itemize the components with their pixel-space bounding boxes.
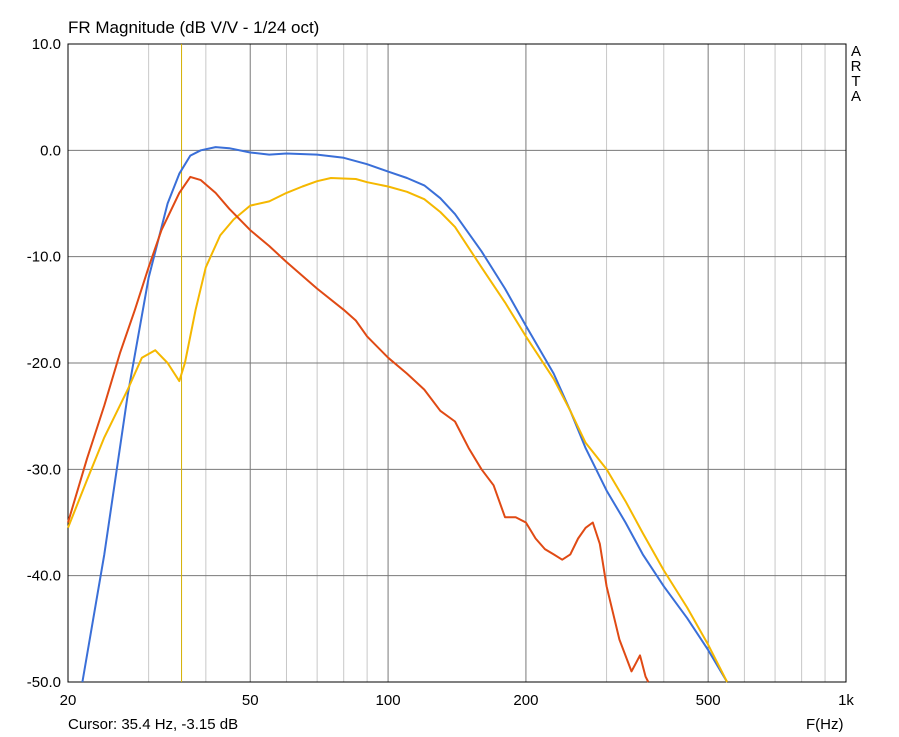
y-tick-label: -50.0 — [27, 674, 61, 691]
x-axis-unit-label: F(Hz) — [806, 716, 844, 733]
y-tick-label: -20.0 — [27, 355, 61, 372]
brand-letter: A — [850, 43, 861, 60]
series-line-2 — [67, 177, 728, 683]
series-layer — [67, 146, 728, 683]
major-gridlines — [68, 44, 846, 682]
y-tick-label: -40.0 — [27, 568, 61, 585]
y-tick-label: 10.0 — [32, 36, 61, 53]
arta-brand-mark: A R T A — [849, 44, 863, 104]
y-tick-label: -10.0 — [27, 249, 61, 266]
series-line-1 — [81, 146, 728, 683]
x-tick-label: 500 — [696, 692, 721, 709]
x-tick-labels: 20 50 100 200 500 1k — [60, 692, 855, 709]
y-tick-label: -30.0 — [27, 461, 61, 478]
y-tick-label: 0.0 — [40, 142, 61, 159]
x-tick-label: 200 — [513, 692, 538, 709]
x-tick-label: 1k — [838, 692, 854, 709]
brand-letter: T — [851, 73, 861, 90]
series-line-3 — [67, 175, 650, 683]
brand-letter: R — [850, 58, 862, 75]
x-tick-label: 100 — [376, 692, 401, 709]
chart-title: FR Magnitude (dB V/V - 1/24 oct) — [68, 18, 320, 37]
plot-frame — [67, 43, 847, 683]
brand-letter: A — [850, 88, 861, 105]
y-tick-labels: 10.0 0.0 -10.0 -20.0 -30.0 -40.0 -50.0 — [27, 36, 61, 691]
x-tick-label: 50 — [242, 692, 259, 709]
x-tick-label: 20 — [60, 692, 77, 709]
cursor-readout: Cursor: 35.4 Hz, -3.15 dB — [68, 716, 239, 733]
